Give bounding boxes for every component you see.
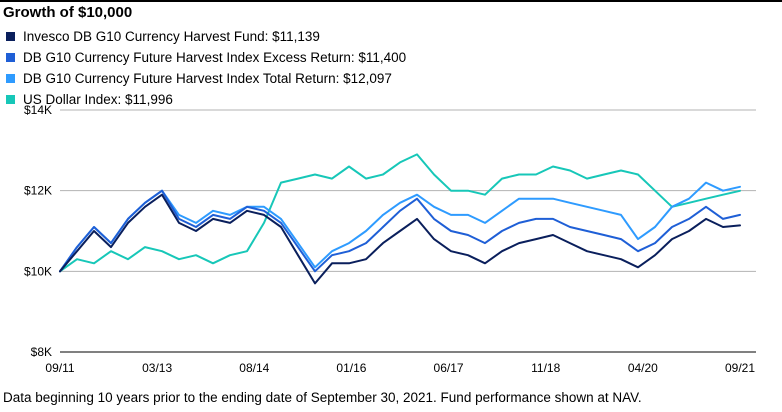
legend: Invesco DB G10 Currency Harvest Fund: $1… <box>6 26 406 110</box>
footnote: Data beginning 10 years prior to the end… <box>3 390 642 405</box>
legend-label: DB G10 Currency Future Harvest Index Tot… <box>23 71 392 86</box>
legend-swatch-icon <box>6 53 15 62</box>
x-tick-label: 04/20 <box>628 361 658 375</box>
x-tick-label: 09/21 <box>725 361 755 375</box>
x-tick-label: 08/14 <box>239 361 269 375</box>
legend-label: DB G10 Currency Future Harvest Index Exc… <box>23 50 407 65</box>
legend-label: US Dollar Index: $11,996 <box>23 92 173 107</box>
y-tick-label: $10K <box>24 264 52 278</box>
legend-swatch-icon <box>6 74 15 83</box>
series-line <box>59 193 741 285</box>
x-tick-label: 01/16 <box>336 361 366 375</box>
legend-item: US Dollar Index: $11,996 <box>6 89 406 110</box>
legend-swatch-icon <box>6 32 15 41</box>
legend-label: Invesco DB G10 Currency Harvest Fund: $1… <box>23 29 320 44</box>
legend-swatch-icon <box>6 95 15 104</box>
y-tick-label: $8K <box>31 345 52 359</box>
y-tick-label: $12K <box>24 184 52 198</box>
y-tick-label: $14K <box>24 103 52 117</box>
legend-item: Invesco DB G10 Currency Harvest Fund: $1… <box>6 26 406 47</box>
series-line <box>59 181 741 273</box>
x-tick-label: 11/18 <box>531 361 560 375</box>
series-line <box>59 153 741 273</box>
title-rule <box>0 0 782 2</box>
legend-item: DB G10 Currency Future Harvest Index Tot… <box>6 68 406 89</box>
legend-item: DB G10 Currency Future Harvest Index Exc… <box>6 47 406 68</box>
chart-title: Growth of $10,000 <box>3 4 133 21</box>
x-tick-label: 09/11 <box>45 361 74 375</box>
series-line <box>59 189 741 273</box>
x-tick-label: 03/13 <box>142 361 172 375</box>
x-tick-label: 06/17 <box>434 361 464 375</box>
